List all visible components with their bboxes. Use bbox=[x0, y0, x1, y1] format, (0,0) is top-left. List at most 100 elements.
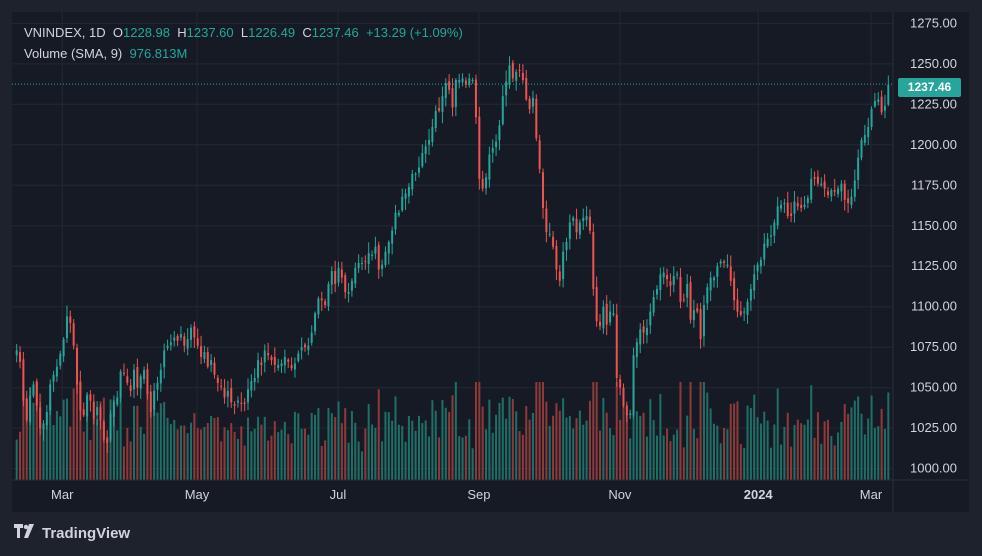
candle-body bbox=[129, 385, 132, 391]
volume-bar bbox=[196, 427, 199, 480]
volume-bar bbox=[404, 441, 407, 480]
volume-bar bbox=[451, 395, 454, 480]
candle-body bbox=[729, 266, 732, 281]
volume-bar bbox=[32, 402, 35, 480]
tradingview-logo[interactable]: TradingView bbox=[14, 524, 130, 542]
candle-body bbox=[552, 236, 555, 247]
volume-bar bbox=[823, 421, 826, 480]
volume-bar bbox=[485, 429, 488, 480]
candle-body bbox=[401, 196, 404, 211]
volume-bar bbox=[588, 400, 591, 480]
candle-body bbox=[156, 382, 159, 390]
candle-body bbox=[230, 388, 233, 403]
time-tick-label: Jul bbox=[330, 487, 347, 502]
volume-bar bbox=[625, 413, 628, 480]
price-tick-label: 1175.00 bbox=[911, 177, 957, 192]
price-tick-label: 1100.00 bbox=[911, 299, 957, 314]
candle-body bbox=[267, 353, 270, 356]
volume-bar bbox=[850, 407, 853, 480]
close-label: C bbox=[302, 25, 312, 40]
volume-bar bbox=[840, 421, 843, 480]
candle-body bbox=[605, 303, 608, 325]
volume-bar bbox=[367, 404, 370, 480]
volume-bar bbox=[96, 419, 99, 480]
candle-body bbox=[796, 203, 799, 207]
candle-body bbox=[696, 308, 699, 312]
volume-bar bbox=[535, 382, 538, 480]
candle-body bbox=[431, 126, 434, 143]
candle-body bbox=[498, 125, 501, 141]
candle-body bbox=[421, 152, 424, 167]
volume-bar bbox=[649, 399, 652, 480]
volume-bar bbox=[847, 413, 850, 480]
volume-bar bbox=[307, 434, 310, 480]
volume-bar bbox=[746, 405, 749, 480]
volume-bar bbox=[837, 432, 840, 480]
candle-body bbox=[290, 365, 293, 369]
candle-body bbox=[545, 208, 548, 233]
volume-bar bbox=[780, 444, 783, 480]
candle-body bbox=[86, 395, 89, 417]
volume-bar bbox=[860, 413, 863, 480]
candle-body bbox=[270, 356, 273, 361]
candle-body bbox=[377, 244, 380, 270]
chart-frame[interactable]: 1275.00 1250.00 1225.00 1200.00 1175.00 1150.… bbox=[12, 12, 969, 512]
candle-body bbox=[749, 288, 752, 301]
volume-bar bbox=[458, 436, 461, 480]
price-tick-label: 1200.00 bbox=[910, 137, 957, 152]
candle-body bbox=[706, 287, 709, 304]
candle-body bbox=[632, 355, 635, 416]
volume-bar bbox=[826, 419, 829, 480]
candle-body bbox=[800, 204, 803, 208]
price-axis[interactable]: 1275.00 1250.00 1225.00 1200.00 1175.00 1150.… bbox=[892, 12, 957, 512]
volume-bar bbox=[92, 417, 95, 480]
candle-body bbox=[122, 372, 125, 374]
volume-bar bbox=[816, 412, 819, 480]
volume-bar bbox=[672, 434, 675, 480]
volume-legend[interactable]: Volume (SMA, 9) 976.813M bbox=[24, 46, 187, 61]
volume-bar bbox=[210, 415, 213, 480]
brand-name: TradingView bbox=[42, 524, 131, 542]
candle-body bbox=[76, 347, 79, 385]
volume-bar bbox=[461, 437, 464, 480]
volume-bar bbox=[52, 424, 55, 480]
candle-body bbox=[830, 190, 833, 197]
candle-body bbox=[96, 407, 99, 416]
volume-bar bbox=[407, 415, 410, 480]
volume-bar bbox=[327, 407, 330, 480]
volume-bar bbox=[759, 423, 762, 480]
candle-body bbox=[531, 97, 534, 107]
candle-body bbox=[206, 352, 209, 367]
volume-bar bbox=[712, 423, 715, 480]
candle-body bbox=[716, 266, 719, 277]
candle-body bbox=[153, 390, 156, 410]
candle-body bbox=[210, 360, 213, 366]
candle-body bbox=[619, 379, 622, 388]
volume-bar bbox=[726, 429, 729, 480]
candle-body bbox=[769, 235, 772, 237]
price-chart[interactable]: 1275.00 1250.00 1225.00 1200.00 1175.00 1150.… bbox=[12, 12, 969, 512]
volume-bar bbox=[65, 398, 68, 480]
volume-bar bbox=[173, 419, 176, 480]
candle-body bbox=[585, 216, 588, 221]
candle-body bbox=[246, 389, 250, 403]
volume-bar bbox=[250, 431, 253, 480]
time-axis[interactable]: Mar May Jul Sep Nov 2024 Mar bbox=[12, 479, 969, 502]
volume-bar bbox=[619, 419, 622, 480]
candle-body bbox=[793, 201, 796, 214]
volume-bar bbox=[334, 417, 337, 480]
candle-body bbox=[337, 267, 340, 283]
volume-bar bbox=[857, 396, 860, 480]
candle-body bbox=[803, 204, 806, 207]
candle-body bbox=[190, 327, 193, 340]
volume-bar bbox=[790, 446, 793, 480]
volume-bar bbox=[82, 431, 85, 480]
candle-body bbox=[126, 376, 129, 383]
candle-body bbox=[887, 84, 890, 105]
candle-body bbox=[149, 391, 152, 412]
volume-bar bbox=[689, 382, 692, 480]
candle-body bbox=[612, 313, 615, 315]
symbol-label[interactable]: VNINDEX, 1D bbox=[24, 25, 106, 40]
candle-body bbox=[491, 148, 494, 153]
candle-body bbox=[709, 277, 712, 291]
